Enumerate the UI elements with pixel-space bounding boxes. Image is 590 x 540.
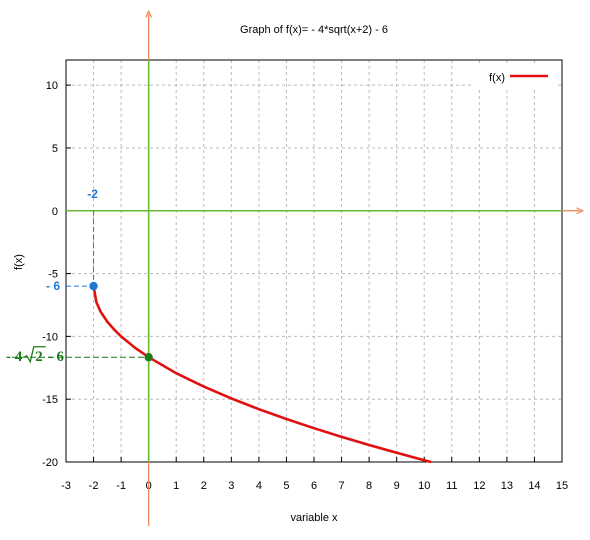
- x-tick-label: 1: [173, 480, 179, 492]
- x-tick-label: 12: [473, 480, 485, 492]
- y-tick-label: -5: [48, 269, 58, 281]
- y-tick-label: -20: [42, 457, 58, 469]
- x-tick-label: 10: [418, 480, 430, 492]
- x-tick-label: 5: [283, 480, 289, 492]
- annotation-x-minus-2: -2: [87, 187, 98, 201]
- x-tick-label: 13: [501, 480, 513, 492]
- y-tick-label: -10: [42, 331, 58, 343]
- y-tick-label: -15: [42, 394, 58, 406]
- x-tick-labels: -3-2-10123456789101112131415: [61, 457, 568, 492]
- y-tick-label: 10: [46, 80, 58, 92]
- y-tick-label: 0: [52, 206, 58, 218]
- intercept-suffix: - 6: [48, 349, 65, 365]
- x-tick-label: 2: [201, 480, 207, 492]
- x-tick-label: -2: [89, 480, 99, 492]
- x-tick-label: -1: [116, 480, 126, 492]
- x-tick-label: 9: [394, 480, 400, 492]
- point-y-intercept: [144, 353, 153, 362]
- grid: [66, 60, 562, 462]
- x-tick-label: 14: [528, 480, 540, 492]
- x-tick-label: 3: [228, 480, 234, 492]
- radical-sign: [23, 346, 46, 364]
- chart-title: Graph of f(x)= - 4*sqrt(x+2) - 6: [240, 24, 388, 36]
- y-axis-label: f(x): [13, 254, 25, 270]
- x-tick-label: 4: [256, 480, 262, 492]
- legend: f(x): [474, 66, 558, 88]
- x-tick-label: 8: [366, 480, 372, 492]
- x-tick-label: 15: [556, 480, 568, 492]
- x-tick-label: 6: [311, 480, 317, 492]
- intercept-radicand: 2: [35, 349, 43, 365]
- series-line-fx: [92, 285, 432, 464]
- point-start: [89, 281, 98, 291]
- annotation-y-intercept: - 4 2 - 6: [6, 346, 65, 365]
- annotation-y-minus-6: - 6: [46, 279, 60, 293]
- intercept-prefix: - 4: [6, 349, 23, 365]
- y-tick-label: 5: [52, 143, 58, 155]
- x-tick-label: 11: [446, 480, 457, 492]
- legend-label-fx: f(x): [489, 72, 505, 84]
- y-tick-labels: 10 5 0 -5 -10 -15 -20: [42, 80, 71, 469]
- x-tick-label: 7: [338, 480, 344, 492]
- x-axis-label: variable x: [290, 512, 338, 524]
- x-tick-label: -3: [61, 480, 71, 492]
